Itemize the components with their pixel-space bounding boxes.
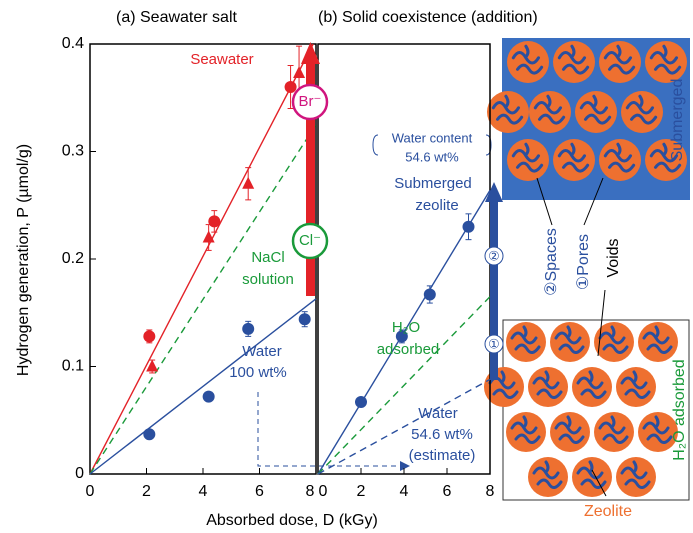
point: [208, 215, 220, 227]
arrow-head: [485, 182, 503, 202]
point: [285, 81, 297, 93]
annotation: 54.6 wt%: [405, 149, 459, 164]
panel-title: (b) Solid coexistence (addition): [318, 9, 538, 26]
y-tick-label: 0.3: [62, 143, 84, 160]
fit-line: [90, 299, 316, 474]
annotation: 54.6 wt%: [411, 426, 473, 443]
y-tick-label: 0.4: [62, 35, 84, 52]
diagram-label: Zeolite: [584, 503, 632, 520]
figure: (a) Seawater salt (b) Solid coexistence …: [0, 0, 693, 533]
annotation: Seawater: [190, 51, 253, 68]
point: [143, 428, 155, 440]
annotation: 100 wt%: [229, 364, 287, 381]
point: [242, 323, 254, 335]
y-axis-label: Hydrogen generation, P (µmol/g): [15, 144, 32, 376]
y-tick-label: 0.1: [62, 358, 84, 375]
annotation: solution: [242, 271, 294, 288]
x-tick-label: 2: [357, 483, 366, 500]
x-tick-label: 6: [443, 483, 452, 500]
fit-line: [90, 125, 316, 474]
annotation: ①: [488, 336, 500, 351]
x-tick-label: 6: [255, 483, 264, 500]
annotation: Water: [418, 405, 457, 422]
diagram-label: Submerged: [669, 79, 686, 162]
annotation: Water content: [392, 130, 473, 145]
y-tick-label: 0.2: [62, 250, 84, 267]
diagram-label: ②Spaces: [543, 228, 560, 296]
point: [424, 288, 436, 300]
point: [143, 330, 155, 342]
annotation: Br⁻: [299, 93, 322, 110]
point: [463, 221, 475, 233]
y-tick-label: 0: [75, 465, 84, 482]
annotation: Cl⁻: [299, 232, 321, 249]
annotation: zeolite: [415, 197, 458, 214]
annotation: Submerged: [394, 175, 472, 192]
annotation: adsorbed: [377, 341, 440, 358]
x-axis-label: Absorbed dose, D (kGy): [206, 512, 378, 529]
panel-title: (a) Seawater salt: [116, 9, 237, 26]
x-tick-label: 0: [86, 483, 95, 500]
x-tick-label: 8: [486, 483, 495, 500]
arrow-head: [301, 42, 320, 64]
point: [355, 396, 367, 408]
annotation: Water: [242, 343, 281, 360]
x-tick-label: 8: [306, 483, 315, 500]
diagram-label: Voids: [605, 238, 622, 277]
annotation: (estimate): [409, 447, 476, 464]
annotation: H₂O: [392, 319, 420, 336]
x-tick-label: 0: [319, 483, 328, 500]
x-tick-label: 4: [199, 483, 208, 500]
x-tick-label: 4: [400, 483, 409, 500]
plot-frame: [318, 44, 490, 474]
x-tick-label: 2: [142, 483, 151, 500]
point: [293, 66, 305, 78]
annotation: NaCl: [251, 249, 284, 266]
diagram-label: H₂O adsorbed: [671, 359, 688, 460]
point: [299, 313, 311, 325]
diagram-label: ①Pores: [575, 234, 592, 290]
point: [203, 391, 215, 403]
annotation: ②: [488, 248, 500, 263]
